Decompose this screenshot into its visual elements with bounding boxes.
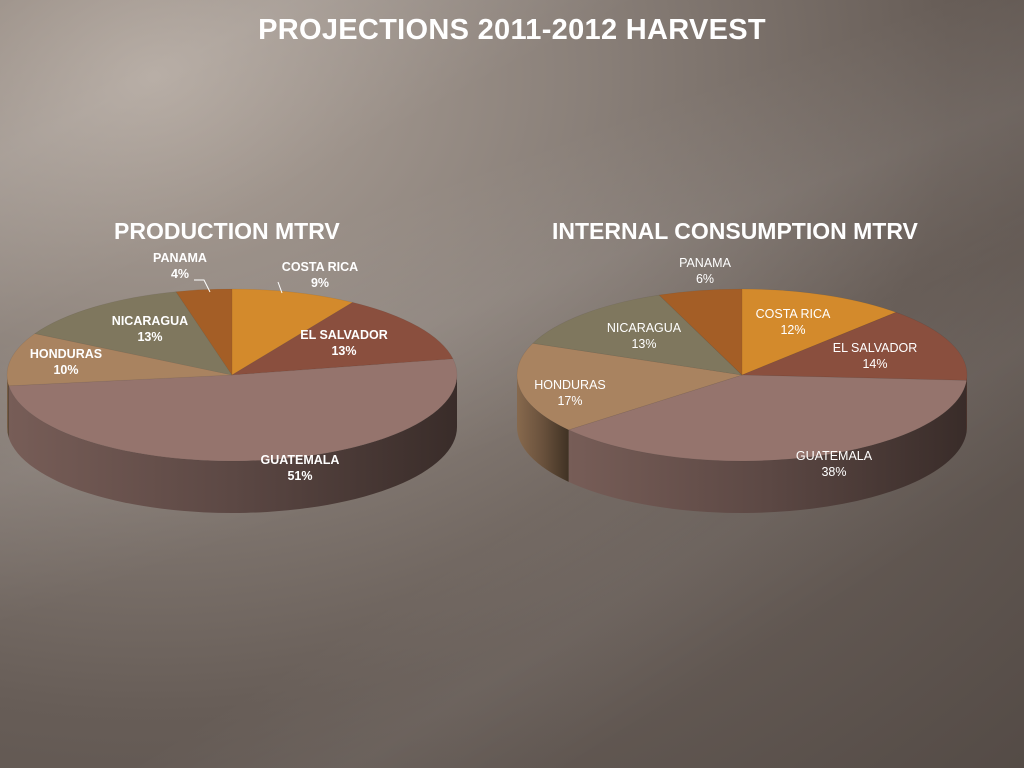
pie-slice-guatemala [8, 358, 458, 462]
pie-slice-costa-rica [741, 288, 897, 376]
slice-label-honduras: HONDURAS [534, 378, 606, 392]
slice-percent-guatemala: 51% [287, 469, 312, 483]
slice-percent-costa-rica: 12% [780, 323, 805, 337]
pie-chart-consumption: COSTA RICA 12% EL SALVADOR 14% GUATEMALA 38% H… [516, 256, 968, 513]
pie-wall-honduras [517, 375, 569, 482]
slice-label-el-salvador: EL SALVADOR [300, 328, 388, 342]
pie-chart-production: COSTA RICA 9% EL SALVADOR 13% GUATEMALA 51% HO… [6, 251, 458, 514]
slice-percent-guatemala: 38% [821, 465, 846, 479]
slice-label-guatemala: GUATEMALA [796, 449, 873, 463]
pie-slice-honduras [6, 333, 233, 387]
slice-label-honduras: HONDURAS [30, 347, 102, 361]
pie-slice-costa-rica [231, 288, 354, 376]
slice-label-guatemala: GUATEMALA [261, 453, 340, 467]
slice-percent-nicaragua: 13% [137, 330, 162, 344]
slice-label-panama: PANAMA [153, 251, 207, 265]
pie-slice-nicaragua [34, 291, 233, 376]
slice-label-nicaragua: NICARAGUA [607, 321, 682, 335]
pie-slice-panama [175, 288, 233, 376]
slice-percent-nicaragua: 13% [631, 337, 656, 351]
slice-percent-el-salvador: 14% [862, 357, 887, 371]
leader-line-panama [194, 279, 211, 293]
slice-label-costa-rica: COSTA RICA [756, 307, 831, 321]
consumption-chart-title: INTERNAL CONSUMPTION MTRV [552, 218, 918, 244]
slice-percent-panama: 6% [696, 272, 714, 286]
pie-slice-el-salvador [741, 311, 968, 381]
production-chart-title: PRODUCTION MTRV [114, 218, 340, 244]
slice-percent-costa-rica: 9% [311, 276, 329, 290]
slice-label-el-salvador: EL SALVADOR [833, 341, 918, 355]
slice-label-nicaragua: NICARAGUA [112, 314, 188, 328]
slice-percent-honduras: 17% [557, 394, 582, 408]
slice-percent-panama: 4% [171, 267, 189, 281]
pie-slice-panama [658, 288, 743, 376]
slice-percent-el-salvador: 13% [331, 344, 356, 358]
leader-line-costa-rica [277, 281, 283, 294]
slice-label-panama: PANAMA [679, 256, 732, 270]
pie-wall-honduras [7, 375, 9, 438]
slice-label-costa-rica: COSTA RICA [282, 260, 358, 274]
pie-wall-guatemala [568, 380, 967, 513]
pie-wall-guatemala [8, 375, 458, 514]
pie-slice-nicaragua [532, 294, 743, 376]
pie-slice-guatemala [567, 374, 967, 462]
slice-percent-honduras: 10% [53, 363, 78, 377]
pie-slice-el-salvador [231, 302, 454, 376]
pie-slice-honduras [516, 343, 743, 431]
slide-title: PROJECTIONS 2011-2012 HARVEST [258, 14, 766, 46]
